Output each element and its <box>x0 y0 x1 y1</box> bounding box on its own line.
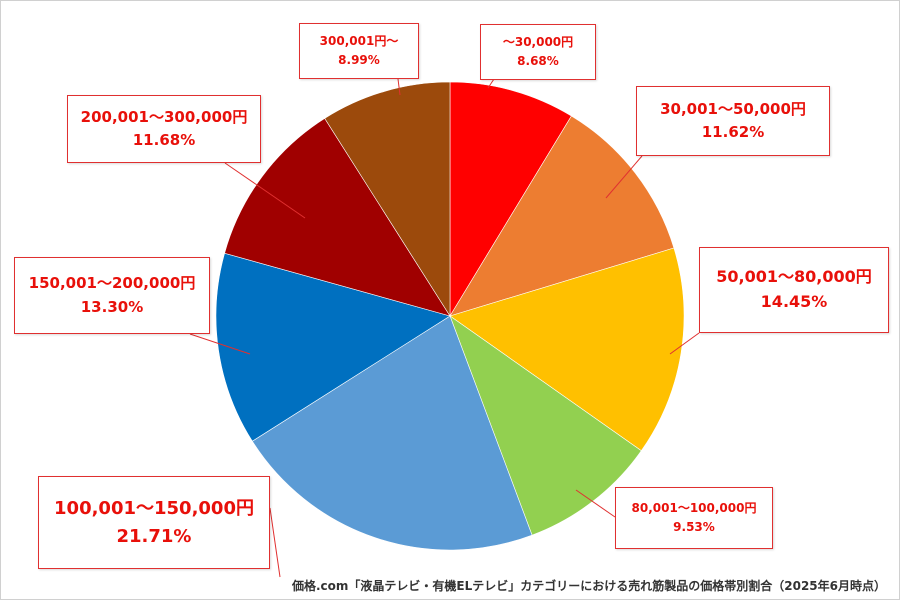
leader-line <box>605 155 643 199</box>
pie-slice <box>251 315 533 551</box>
slice-label: 100,001～150,000円 <box>54 497 254 519</box>
slice-label: 300,001円～ <box>319 34 399 49</box>
pie-slice <box>324 81 451 318</box>
pie-slice <box>449 247 685 452</box>
chart-caption: 価格.com「液晶テレビ・有機ELテレビ」カテゴリーにおける売れ筋製品の価格帯別… <box>291 579 886 593</box>
slice-percent: 11.62% <box>701 123 765 141</box>
slice-percent: 14.45% <box>760 292 828 311</box>
slice-callout: 80,001～100,000円 9.53% <box>615 487 773 549</box>
slice-label: 50,001～80,000円 <box>716 267 872 287</box>
slice-percent: 11.68% <box>132 131 196 149</box>
slice-label: 80,001～100,000円 <box>631 501 757 516</box>
slice-callout: 300,001円～ 8.99% <box>299 23 419 79</box>
slice-label: ～30,000円 <box>502 35 574 50</box>
pie-slice <box>449 315 642 536</box>
pie-slice <box>449 115 675 317</box>
leader-line <box>487 78 495 89</box>
pie-slice <box>224 117 451 317</box>
slice-callout: 30,001～50,000円 11.62% <box>636 86 830 156</box>
slice-percent: 9.53% <box>673 520 715 534</box>
slice-percent: 8.68% <box>517 54 559 68</box>
leader-line <box>189 333 251 355</box>
pie-slice <box>215 252 451 442</box>
slice-callout: 150,001～200,000円 13.30% <box>14 257 210 334</box>
slice-percent: 13.30% <box>80 297 144 316</box>
leader-line <box>224 162 306 219</box>
slice-percent: 21.71% <box>116 525 192 547</box>
slice-label: 150,001～200,000円 <box>28 274 196 293</box>
slice-label: 200,001～300,000円 <box>80 107 248 126</box>
slice-callout: 100,001～150,000円 21.71% <box>38 476 270 569</box>
leader-line <box>575 489 616 518</box>
slice-callout: ～30,000円 8.68% <box>480 24 596 80</box>
slice-callout: 200,001～300,000円 11.68% <box>67 95 261 163</box>
slice-label: 30,001～50,000円 <box>660 99 806 118</box>
slice-callout: 50,001～80,000円 14.45% <box>699 247 889 333</box>
leader-line <box>269 507 281 578</box>
leader-line <box>669 332 700 355</box>
pie-slice <box>449 81 572 318</box>
leader-line <box>397 78 401 96</box>
slice-percent: 8.99% <box>338 53 380 67</box>
